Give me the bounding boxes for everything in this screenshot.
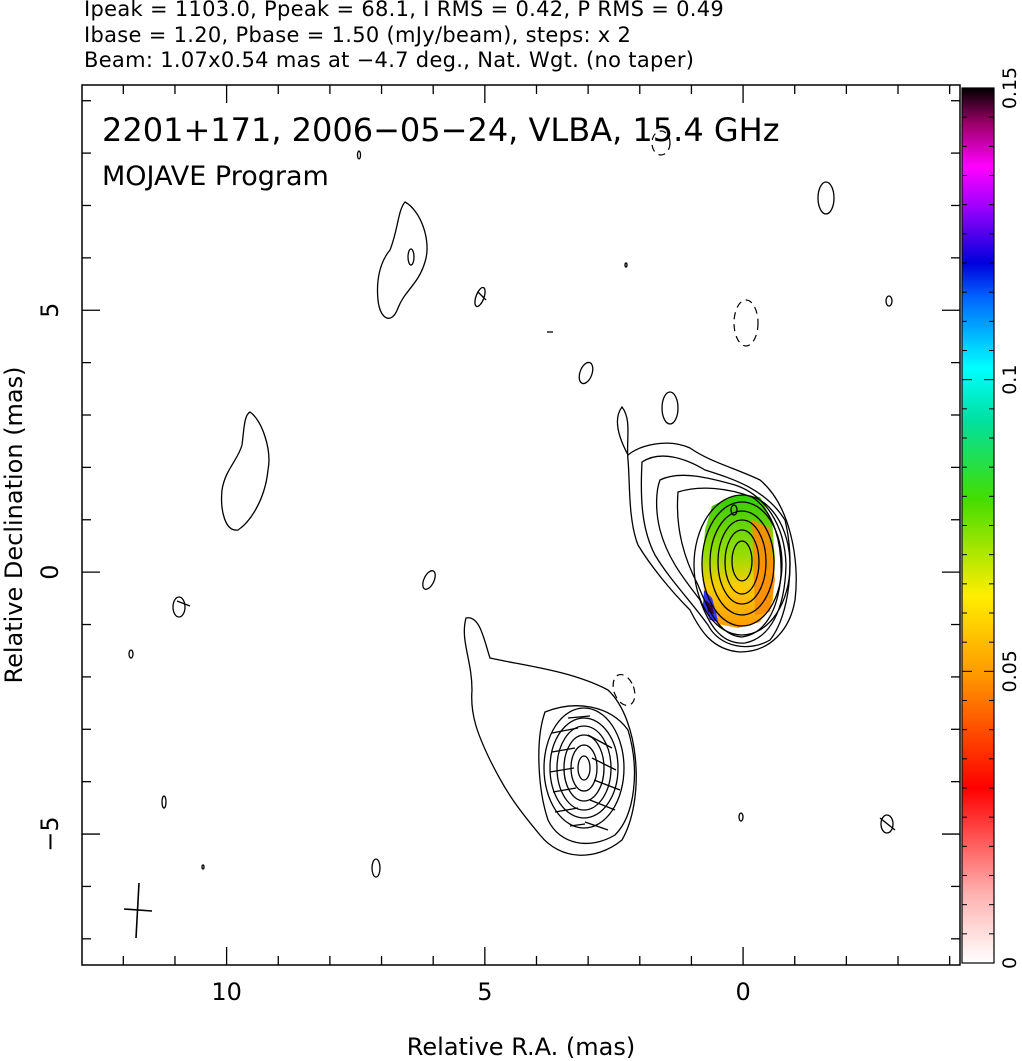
- header-line-3: Beam: 1.07x0.54 mas at −4.7 deg., Nat. W…: [84, 48, 695, 72]
- negative-contours: [612, 130, 759, 707]
- x-tick-label: 0: [735, 978, 750, 1006]
- neg-contour-1: [733, 299, 759, 347]
- intensity-contours: [128, 150, 894, 878]
- core-contour-9: [724, 529, 760, 595]
- core-contour-10: [731, 540, 753, 582]
- blob-contour-3: [220, 411, 270, 531]
- jet-contour-3: [543, 707, 625, 829]
- y-tick-label: −5: [36, 816, 64, 851]
- blob-contour-8: [422, 570, 436, 590]
- colorbar-tick-label: 0: [999, 957, 1021, 969]
- colorbar: [962, 88, 994, 963]
- blob-contour-1: [376, 201, 428, 319]
- chart-subtitle: MOJAVE Program: [102, 161, 329, 192]
- y-axis-label: Relative Declination (mas): [0, 366, 28, 683]
- header-line-1: Ipeak = 1103.0, Ppeak = 68.1, I RMS = 0.…: [84, 0, 725, 21]
- colorbar-tick-label: 0.05: [999, 650, 1021, 692]
- neg-contour-2: [651, 130, 671, 156]
- core-contour-5: [693, 494, 791, 636]
- colorbar-tick-label: 0.1: [999, 365, 1021, 395]
- y-tick-label: 5: [36, 303, 64, 318]
- chart-title: 2201+171, 2006−05−24, VLBA, 15.4 GHz: [102, 111, 780, 149]
- blob-contour-6: [578, 361, 594, 385]
- blob-contour-16: [356, 150, 362, 160]
- blob-contour-2: [407, 248, 415, 266]
- x-tick-label: 10: [211, 978, 242, 1006]
- header-line-2: Ibase = 1.20, Pbase = 1.50 (mJy/beam), s…: [84, 23, 632, 47]
- beam-marker: [123, 882, 153, 939]
- jet-contour-1: [463, 617, 637, 856]
- colorbar-tick-label: 0.15: [999, 67, 1021, 109]
- axis-tick-labels: 10 5 0 5 0 −5: [36, 303, 751, 1006]
- core-contour-3: [655, 474, 787, 644]
- polarization-color-map: [702, 495, 775, 628]
- neg-contour-3: [612, 673, 636, 707]
- x-axis-label: Relative R.A. (mas): [407, 1033, 635, 1061]
- blob-contour-12: [885, 295, 893, 307]
- blob-contour-13: [738, 812, 744, 822]
- jet-contour-6: [563, 734, 605, 802]
- blob-contour-7: [474, 286, 486, 308]
- core-contour-6: [701, 501, 783, 627]
- jet-contour-4: [549, 717, 619, 819]
- jet-contour-8: [577, 755, 591, 781]
- blob-contour-19: [201, 864, 205, 870]
- blob-contour-9: [172, 596, 186, 618]
- x-tick-label: 5: [477, 978, 492, 1006]
- axis-ticks: [82, 85, 960, 965]
- blob-contour-4: [817, 181, 835, 215]
- colorbar-tick-labels: 0 0.05 0.1 0.15: [999, 67, 1021, 969]
- core-contour-7: [709, 510, 775, 616]
- core-contour-8: [717, 519, 767, 605]
- blob-contour-14: [128, 649, 134, 659]
- core-contour-2: [640, 455, 791, 648]
- blob-contour-15: [161, 795, 167, 809]
- core-contour-1: [616, 405, 797, 653]
- blob-contour-10: [371, 858, 381, 878]
- plot-frame: [81, 84, 961, 966]
- core-contour-11: [730, 504, 738, 516]
- blob-contour-18: [624, 262, 628, 268]
- blob-contour-11: [880, 814, 894, 834]
- jet-contour-7: [570, 744, 598, 792]
- colorbar-ticks: [962, 87, 994, 964]
- y-tick-label: 0: [36, 565, 64, 580]
- blob-contour-5: [661, 391, 679, 425]
- jet-contour-2: [538, 705, 636, 845]
- evpa-vectors: [176, 291, 896, 831]
- jet-contour-5: [556, 725, 612, 811]
